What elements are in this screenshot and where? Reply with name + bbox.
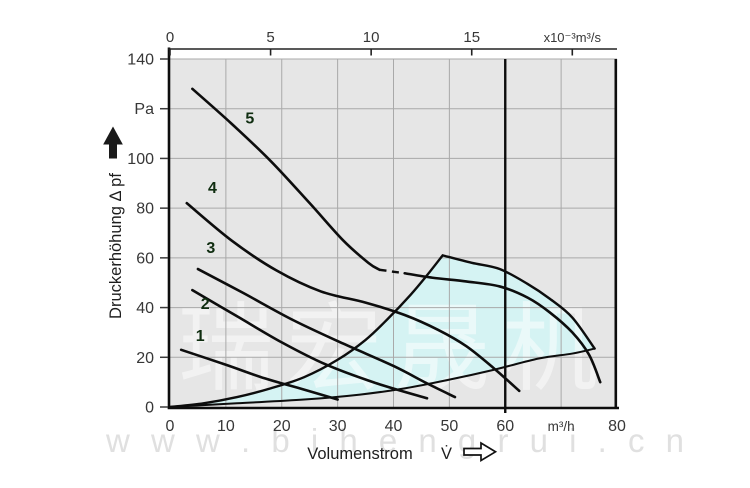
fan-curve-3 — [196, 267, 457, 399]
top-tick-label: 0 — [166, 29, 174, 46]
curve-number-label: 3 — [206, 240, 215, 257]
curve-number-label: 4 — [208, 180, 217, 197]
x-tick-label: 80 — [608, 418, 626, 435]
x-tick-label: 60 — [496, 418, 514, 435]
fan-curve-5 — [191, 87, 381, 272]
x-axis-title: Volumenstrom — [307, 445, 412, 463]
fan-curve-5-tail — [403, 271, 602, 384]
x-tick-label: 10 — [217, 418, 235, 435]
x-tick-label: 20 — [273, 418, 291, 435]
up-arrow-icon — [103, 126, 123, 159]
y-tick-label: 60 — [136, 250, 154, 267]
y-tick-label: 80 — [136, 201, 154, 218]
top-tick-label: 10 — [363, 29, 380, 46]
fan-curve-2 — [191, 288, 429, 400]
fan-curves: 1 2 3 4 5 — [179, 87, 602, 401]
y-tick-label: 20 — [136, 350, 154, 367]
fan-curve-5-dashed — [379, 268, 405, 275]
watermark-brand-cn: 恒瑞宏晟机电 — [70, 296, 718, 403]
envelope-upper-boundary — [168, 254, 596, 409]
flow-symbol: V̇ — [441, 445, 452, 463]
fan-curve-1 — [179, 348, 339, 401]
right-arrow-icon — [463, 441, 498, 463]
x-tick-label: 40 — [385, 418, 403, 435]
operating-envelope-fill — [170, 255, 595, 407]
envelope-lower-boundary — [169, 347, 596, 408]
curve-number-label: 5 — [245, 111, 254, 128]
y-tick-label: 100 — [127, 151, 154, 168]
x-tick-label: 30 — [329, 418, 347, 435]
y-tick-label: 0 — [145, 400, 154, 417]
watermark-brand-url: w w w . b i h e n g r u i . c n — [105, 422, 690, 459]
top-tick-label: 15 — [463, 29, 480, 46]
y-tick-label: 40 — [136, 300, 154, 317]
x-tick-label: 0 — [166, 418, 175, 435]
y-tick-label: Pa — [134, 101, 154, 118]
x-tick-label: m³/h — [548, 419, 575, 434]
top-tick-label: x10⁻³m³/s — [544, 30, 602, 45]
y-tick-label: 140 — [127, 52, 154, 69]
axes — [160, 47, 619, 413]
y-axis-title: Druckerhöhung Δ pf — [107, 173, 125, 319]
curve-number-label: 2 — [201, 296, 210, 313]
operating-envelope-outline — [168, 254, 596, 409]
x-tick-label: 50 — [440, 418, 458, 435]
fan-curve-4 — [185, 201, 521, 393]
operating-envelope-region — [170, 255, 595, 407]
top-tick-label: 5 — [266, 29, 274, 46]
curve-number-label: 1 — [196, 328, 205, 345]
